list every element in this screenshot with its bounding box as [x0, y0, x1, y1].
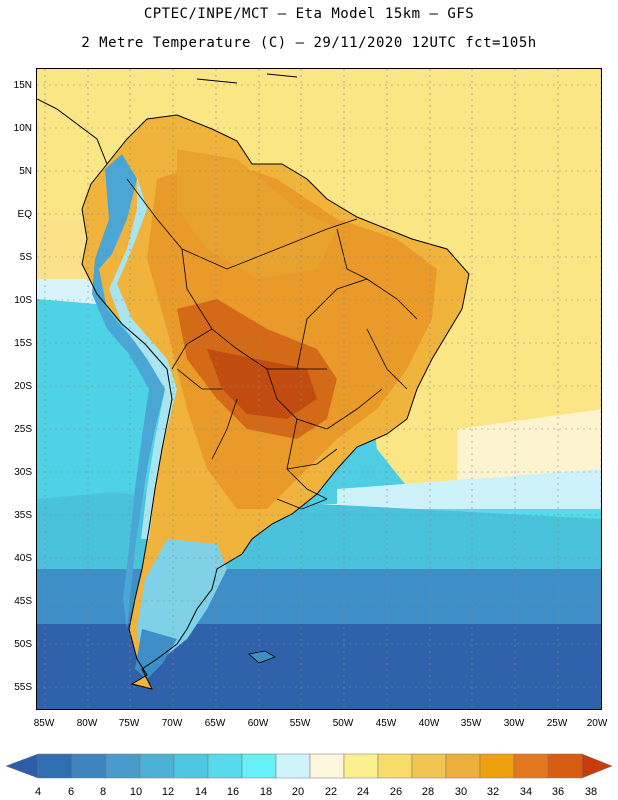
- colorbar-cell: [71, 753, 107, 779]
- lon-label: 65W: [205, 718, 226, 729]
- patagonia-cool-region: [137, 539, 227, 664]
- colorbar-cell: [105, 753, 141, 779]
- central-america-coast: [37, 98, 108, 165]
- colorbar-cell: [139, 753, 175, 779]
- andes-cold-strip: [92, 154, 165, 629]
- lat-label: 25S: [14, 424, 32, 435]
- north-warm-belt: [177, 149, 337, 279]
- colorbar-cell: [173, 753, 209, 779]
- colorbar-label: 34: [520, 786, 532, 798]
- colorbar-label: 28: [422, 786, 434, 798]
- lat-label: 10S: [14, 295, 32, 306]
- lat-label: 50S: [14, 639, 32, 650]
- colorbar-cell: [275, 753, 311, 779]
- ocean-band-cold: [37, 569, 601, 629]
- colorbar-label: 26: [390, 786, 402, 798]
- lat-label: 5S: [20, 252, 33, 263]
- colorbar-cell: [377, 753, 413, 779]
- colorbar-label: 12: [162, 786, 174, 798]
- map-title-line-1: CPTEC/INPE/MCT – Eta Model 15km – GFS: [143, 6, 475, 22]
- colorbar-label: 8: [100, 786, 106, 798]
- colorbar-label: 18: [260, 786, 272, 798]
- colorbar-label: 4: [35, 786, 41, 798]
- lat-lon-grid: [37, 69, 601, 709]
- colorbar-label: 10: [130, 786, 142, 798]
- coastline: [81, 114, 470, 690]
- colorbar-label: 38: [585, 786, 597, 798]
- colorbar-label: 36: [552, 786, 564, 798]
- lat-label: EQ: [18, 209, 33, 220]
- lon-label: 75W: [119, 718, 140, 729]
- lon-label: 70W: [162, 718, 183, 729]
- lon-label: 55W: [290, 718, 311, 729]
- lon-label: 60W: [248, 718, 269, 729]
- lat-label: 5N: [19, 166, 32, 177]
- lon-label: 25W: [547, 718, 568, 729]
- map-title-line-2: 2 Metre Temperature (C) – 29/11/2020 12U…: [81, 35, 537, 51]
- ocean-atlantic-warm: [367, 69, 601, 499]
- colorbar-cell: [411, 753, 447, 779]
- lat-label: 30S: [14, 467, 32, 478]
- lat-label: 15N: [14, 80, 32, 91]
- lon-label: 20W: [587, 718, 608, 729]
- colorbar-label: 16: [227, 786, 239, 798]
- lon-label: 50W: [333, 718, 354, 729]
- colorbar-label: 6: [68, 786, 74, 798]
- lat-label: 10N: [14, 123, 32, 134]
- lat-label: 40S: [14, 553, 32, 564]
- colorbar-cell: [241, 753, 277, 779]
- country-borders: [126, 178, 418, 510]
- temperature-map: [36, 68, 602, 710]
- lat-label: 20S: [14, 381, 32, 392]
- lon-label: 45W: [376, 718, 397, 729]
- colorbar-right-arrow: [581, 753, 613, 779]
- colorbar: [5, 753, 613, 779]
- lon-label: 40W: [419, 718, 440, 729]
- colorbar-cell: [343, 753, 379, 779]
- ocean-band-deep: [37, 624, 601, 709]
- lon-label: 30W: [504, 718, 525, 729]
- lon-label: 80W: [77, 718, 98, 729]
- temperature-map-svg: [37, 69, 601, 709]
- lon-label: 85W: [34, 718, 55, 729]
- andes-pale-strip: [109, 177, 177, 539]
- colorbar-cell: [37, 753, 73, 779]
- colorbar-cell: [445, 753, 481, 779]
- falkland-islands: [248, 650, 276, 664]
- colorbar-label: 20: [292, 786, 304, 798]
- colorbar-cell: [207, 753, 243, 779]
- colorbar-cell: [309, 753, 345, 779]
- lat-label: 15S: [14, 338, 32, 349]
- colorbar-label: 14: [195, 786, 207, 798]
- colorbar-cell: [547, 753, 583, 779]
- colorbar-cell: [479, 753, 515, 779]
- caribbean-islands: [196, 73, 298, 84]
- lat-label: 45S: [14, 596, 32, 607]
- lon-label: 35W: [461, 718, 482, 729]
- colorbar-label: 32: [487, 786, 499, 798]
- lat-label: 55S: [14, 682, 32, 693]
- colorbar-label: 24: [357, 786, 369, 798]
- colorbar-cell: [513, 753, 549, 779]
- very-hot-core-region: [207, 349, 317, 419]
- colorbar-label: 22: [325, 786, 337, 798]
- colorbar-left-arrow: [5, 753, 39, 779]
- lat-label: 35S: [14, 510, 32, 521]
- colorbar-label: 30: [455, 786, 467, 798]
